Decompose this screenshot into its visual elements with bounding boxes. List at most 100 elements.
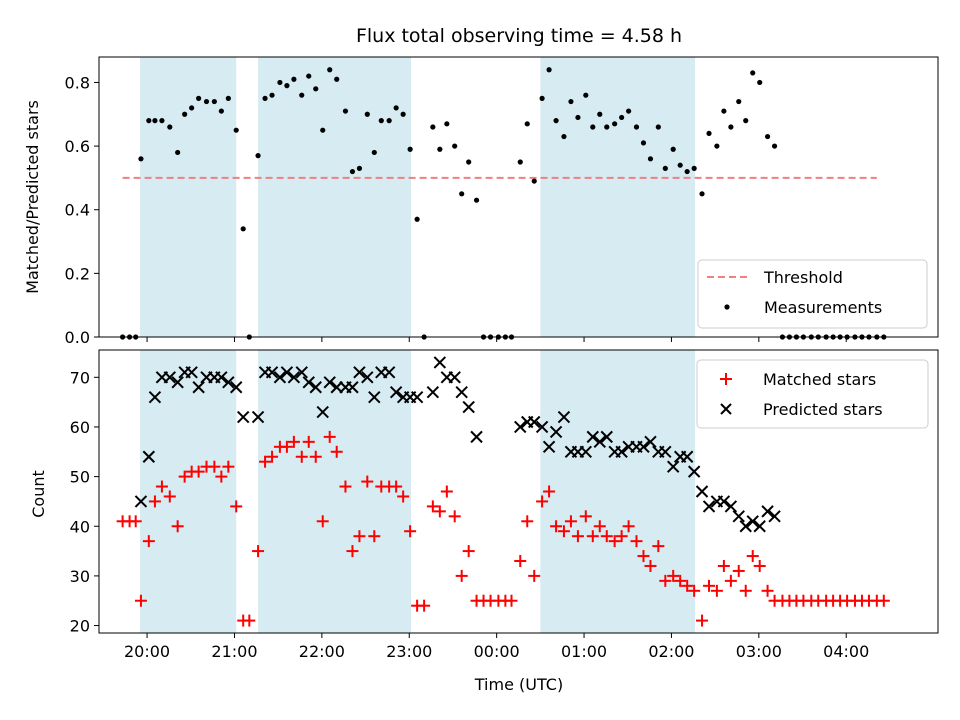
measurement-point <box>291 76 297 82</box>
matched-star-point <box>309 450 322 463</box>
predicted-star-point <box>382 366 396 379</box>
predicted-star-point <box>470 430 483 444</box>
matched-star-point <box>448 510 461 523</box>
y-tick-label: 70 <box>70 368 90 387</box>
y-tick-label: 0.4 <box>65 201 90 220</box>
measurement-point <box>721 108 727 114</box>
measurement-point <box>691 165 697 171</box>
matched-star-point <box>368 530 381 543</box>
measurement-point <box>670 146 676 152</box>
matched-star-point <box>330 445 343 458</box>
measurement-point <box>255 153 261 159</box>
predicted-star-point <box>557 410 571 424</box>
predicted-star-point <box>323 376 336 389</box>
predicted-star-point <box>732 510 745 523</box>
matched-star-point <box>323 430 336 443</box>
measurement-point <box>561 133 567 140</box>
matched-star-point <box>397 490 410 503</box>
predicted-star-point <box>163 371 176 384</box>
measurement-point <box>284 83 290 89</box>
matched-star-point <box>287 435 300 448</box>
predicted-star-point <box>361 371 374 384</box>
measurement-point <box>583 92 589 98</box>
matched-star-point <box>426 500 439 513</box>
matched-star-point <box>208 460 221 473</box>
measurement-point <box>517 159 523 165</box>
predicted-star-point <box>535 420 549 434</box>
matched-star-point <box>243 614 256 627</box>
predicted-star-point <box>746 515 759 528</box>
measurement-point <box>473 197 480 203</box>
measurement-point <box>203 98 210 105</box>
measurement-point <box>524 121 530 127</box>
matched-star-point <box>266 450 279 463</box>
measurement-point <box>430 124 436 130</box>
matched-star-point <box>724 574 737 587</box>
matched-star-point <box>163 490 176 503</box>
measurement-point <box>327 67 333 73</box>
measurement-point <box>531 178 537 184</box>
measurement-point <box>590 124 596 130</box>
matched-star-point <box>353 530 366 543</box>
matched-star-point <box>129 515 142 528</box>
measurement-point <box>743 118 749 124</box>
predicted-star-point <box>287 371 301 384</box>
x-tick-label: 23:00 <box>386 642 432 661</box>
observing-window-1 <box>140 57 237 337</box>
matched-star-point <box>514 555 527 568</box>
measurement-point <box>444 121 450 127</box>
measurement-point <box>647 156 654 162</box>
matched-star-point <box>280 440 293 453</box>
measurement-point <box>320 127 326 133</box>
matched-star-point <box>579 510 592 523</box>
top-axis-ticks: 0.0 0.2 0.4 0.6 0.8 <box>65 73 847 347</box>
predicted-star-point <box>302 376 315 389</box>
matched-star-point <box>586 530 599 543</box>
predicted-star-point <box>659 445 672 458</box>
x-tick-label: 01:00 <box>561 642 607 661</box>
predicted-star-point <box>579 445 593 458</box>
matched-star-point <box>608 535 621 548</box>
observing-window-3 <box>540 350 696 633</box>
matched-star-point <box>148 495 161 508</box>
measurement-points <box>119 67 887 340</box>
measurement-point <box>539 95 545 101</box>
measurement-point <box>677 162 683 168</box>
x-tick-label: 02:00 <box>648 642 694 661</box>
measurement-point <box>407 146 413 152</box>
top-legend-box <box>697 259 928 329</box>
y-tick-label: 40 <box>70 517 90 536</box>
measurement-point <box>306 73 312 79</box>
measurement-point <box>378 118 384 124</box>
predicted-star-point <box>680 450 694 463</box>
matched-star-point <box>316 515 329 528</box>
measurement-point <box>764 133 771 140</box>
legend-matched-label: Matched stars <box>763 370 876 389</box>
top-plot-frame <box>98 56 939 338</box>
matched-star-point <box>222 460 235 473</box>
measurement-point <box>699 191 705 197</box>
observing-window-1 <box>140 350 237 633</box>
y-tick-label: 0.2 <box>65 264 90 283</box>
matched-star-point <box>732 564 745 577</box>
measurement-point <box>553 118 559 124</box>
legend-matched-swatch <box>720 373 732 385</box>
measurement-point <box>604 124 610 130</box>
matched-star-point <box>644 559 657 572</box>
matched-star-point <box>455 569 468 582</box>
measurement-point <box>736 98 742 105</box>
measurement-point <box>546 67 552 73</box>
predicted-star-point <box>410 390 424 404</box>
predicted-star-point <box>644 435 657 449</box>
matched-star-point <box>339 480 352 493</box>
count-points <box>116 356 890 627</box>
legend-measurements-label: Measurements <box>764 298 882 317</box>
measurement-point <box>225 95 231 101</box>
matched-star-point <box>593 520 606 533</box>
matched-star-point <box>564 515 577 528</box>
y-tick-label: 0.8 <box>65 73 90 92</box>
measurement-point <box>655 124 661 130</box>
predicted-star-point <box>389 385 403 399</box>
measurement-point <box>575 114 581 121</box>
